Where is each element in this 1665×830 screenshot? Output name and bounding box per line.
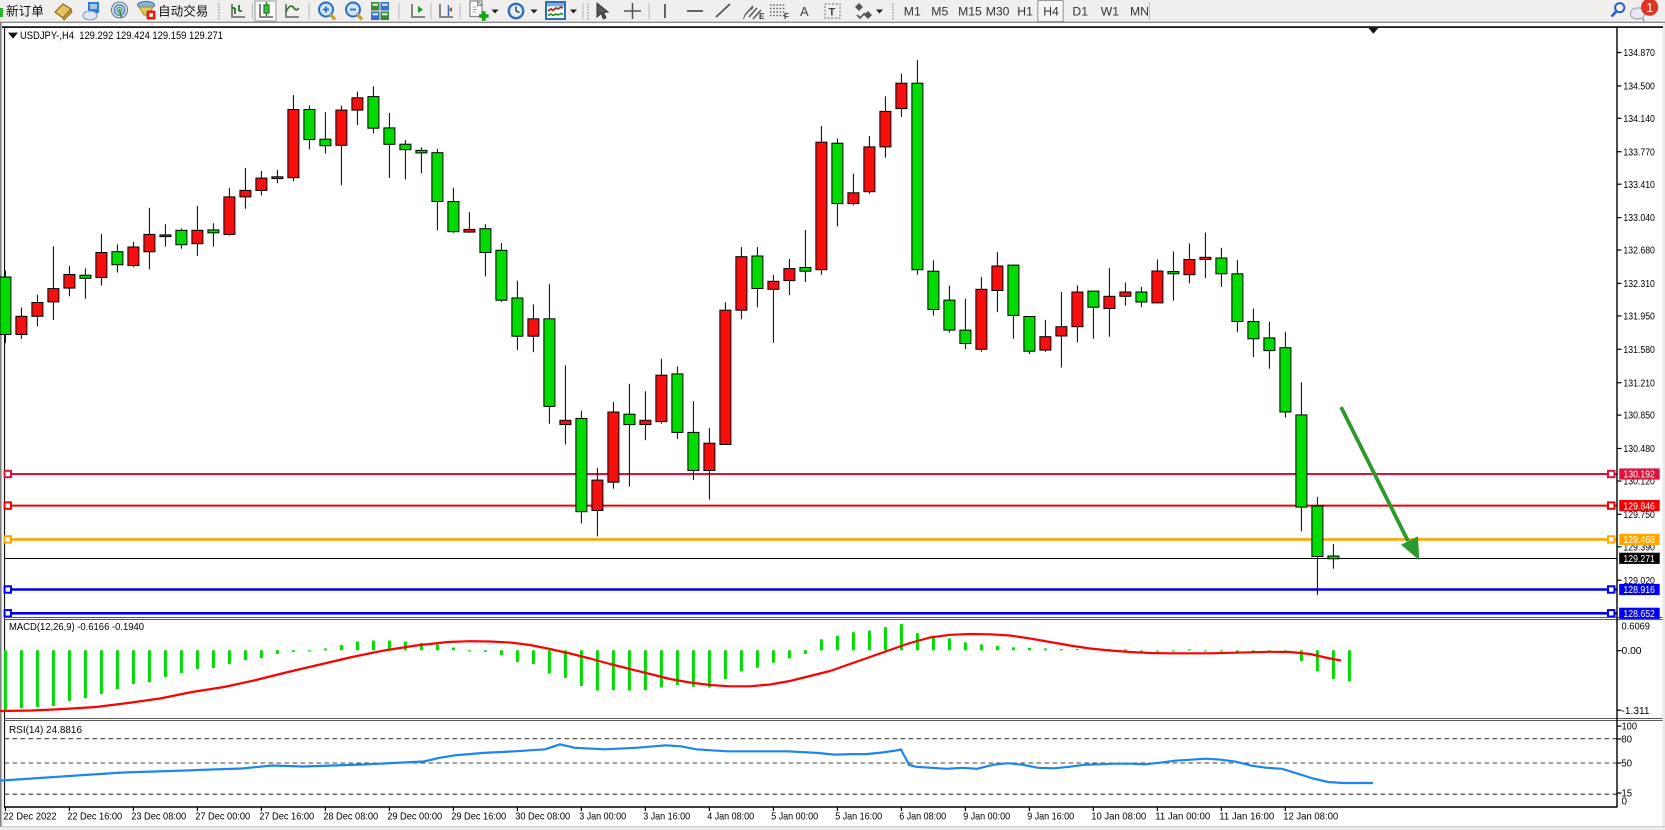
- svg-text:A: A: [800, 4, 809, 19]
- svg-text:3 Jan 00:00: 3 Jan 00:00: [579, 812, 626, 823]
- svg-text:29 Dec 16:00: 29 Dec 16:00: [451, 812, 506, 823]
- svg-text:132.680: 132.680: [1623, 246, 1655, 257]
- svg-text:5 Jan 16:00: 5 Jan 16:00: [835, 812, 882, 823]
- svg-text:H4: H4: [1043, 5, 1059, 19]
- svg-text:128.652: 128.652: [1623, 609, 1655, 620]
- svg-text:10 Jan 08:00: 10 Jan 08:00: [1091, 812, 1146, 823]
- svg-text:130.480: 130.480: [1623, 444, 1655, 455]
- svg-text:131.210: 131.210: [1623, 378, 1655, 389]
- svg-text:129.390: 129.390: [1623, 542, 1655, 553]
- svg-text:D1: D1: [1072, 5, 1088, 19]
- svg-text:50: 50: [1622, 759, 1633, 770]
- svg-text:9 Jan 16:00: 9 Jan 16:00: [1027, 812, 1074, 823]
- svg-text:12 Jan 08:00: 12 Jan 08:00: [1283, 812, 1338, 823]
- svg-text:1: 1: [1646, 0, 1653, 15]
- svg-text:22 Dec 16:00: 22 Dec 16:00: [67, 812, 122, 823]
- svg-text:W1: W1: [1101, 5, 1120, 19]
- svg-text:129.468: 129.468: [1623, 535, 1655, 546]
- svg-text:27 Dec 16:00: 27 Dec 16:00: [259, 812, 314, 823]
- svg-text:28 Dec 08:00: 28 Dec 08:00: [323, 812, 378, 823]
- svg-text:MACD(12,26,9) -0.6166 -0.1940: MACD(12,26,9) -0.6166 -0.1940: [9, 622, 144, 633]
- svg-text:27 Dec 00:00: 27 Dec 00:00: [195, 812, 250, 823]
- svg-text:131.580: 131.580: [1623, 345, 1655, 356]
- svg-text:23 Dec 08:00: 23 Dec 08:00: [131, 812, 186, 823]
- svg-text:134.870: 134.870: [1623, 48, 1655, 59]
- svg-text:134.140: 134.140: [1623, 114, 1655, 125]
- svg-text:131.950: 131.950: [1623, 312, 1655, 323]
- svg-text:130.850: 130.850: [1623, 411, 1655, 422]
- svg-text:129.020: 129.020: [1623, 576, 1655, 587]
- svg-text:M30: M30: [986, 5, 1010, 19]
- svg-text:128.916: 128.916: [1623, 585, 1655, 596]
- svg-text:133.770: 133.770: [1623, 147, 1655, 158]
- svg-text:22 Dec 2022: 22 Dec 2022: [3, 812, 57, 823]
- svg-text:M1: M1: [904, 5, 921, 19]
- svg-text:5 Jan 00:00: 5 Jan 00:00: [771, 812, 818, 823]
- svg-text:MN: MN: [1130, 5, 1149, 19]
- svg-text:RSI(14) 24.8816: RSI(14) 24.8816: [9, 725, 82, 736]
- svg-text:E: E: [759, 12, 765, 21]
- svg-text:新订单: 新订单: [6, 4, 44, 19]
- svg-text:0.6069: 0.6069: [1622, 622, 1651, 633]
- svg-text:30 Dec 08:00: 30 Dec 08:00: [515, 812, 570, 823]
- svg-text:133.410: 133.410: [1623, 180, 1655, 191]
- svg-text:132.310: 132.310: [1623, 279, 1655, 290]
- svg-text:129.271: 129.271: [1623, 554, 1655, 565]
- svg-text:自动交易: 自动交易: [158, 4, 208, 19]
- svg-text:15: 15: [1622, 789, 1633, 800]
- svg-text:130.192: 130.192: [1623, 470, 1655, 481]
- svg-text:M15: M15: [958, 5, 982, 19]
- svg-text:29 Dec 00:00: 29 Dec 00:00: [387, 812, 442, 823]
- svg-text:130.120: 130.120: [1623, 477, 1655, 488]
- svg-text:-1.311: -1.311: [1622, 706, 1650, 717]
- svg-text:4 Jan 08:00: 4 Jan 08:00: [707, 812, 754, 823]
- svg-text:F: F: [784, 12, 789, 21]
- svg-text:3 Jan 16:00: 3 Jan 16:00: [643, 812, 690, 823]
- svg-text:134.500: 134.500: [1623, 82, 1655, 93]
- svg-text:M5: M5: [931, 5, 948, 19]
- svg-text:0.00: 0.00: [1622, 646, 1642, 657]
- svg-text:H1: H1: [1017, 5, 1033, 19]
- svg-text:129.846: 129.846: [1623, 501, 1655, 512]
- svg-text:USDJPY-,H4 129.292 129.424 12: USDJPY-,H4 129.292 129.424 129.159 129.2…: [20, 30, 223, 42]
- svg-text:129.750: 129.750: [1623, 510, 1655, 521]
- svg-text:9 Jan 00:00: 9 Jan 00:00: [963, 812, 1010, 823]
- svg-text:11 Jan 16:00: 11 Jan 16:00: [1219, 812, 1274, 823]
- svg-text:80: 80: [1622, 735, 1633, 746]
- svg-text:11 Jan 00:00: 11 Jan 00:00: [1155, 812, 1210, 823]
- svg-text:133.040: 133.040: [1623, 213, 1655, 224]
- svg-text:T: T: [829, 7, 836, 19]
- svg-text:100: 100: [1622, 722, 1638, 733]
- svg-text:0: 0: [1622, 796, 1628, 807]
- svg-text:6 Jan 08:00: 6 Jan 08:00: [899, 812, 946, 823]
